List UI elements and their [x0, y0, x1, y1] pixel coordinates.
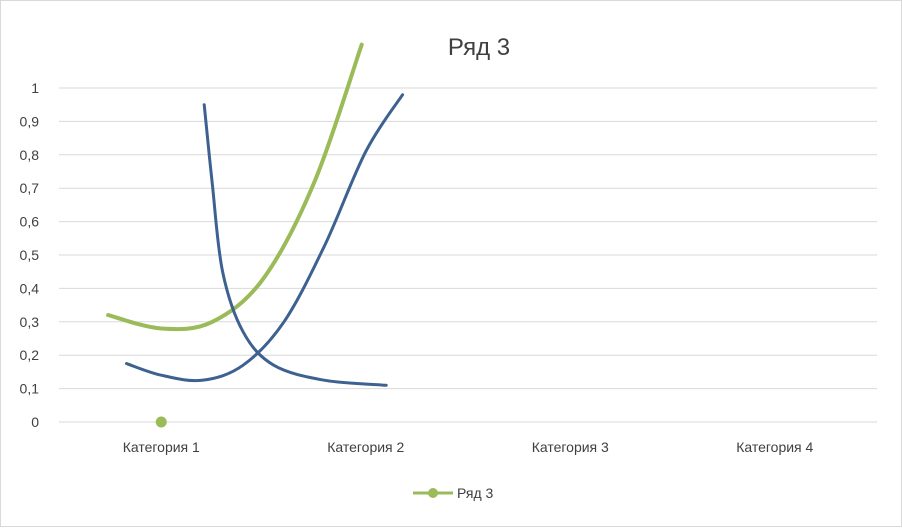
y-tick-label: 0,2: [20, 347, 40, 363]
curve-2: [202, 103, 388, 387]
y-tick-labels: 0 0,1 0,2 0,3 0,4 0,5 0,6 0,7 0,8 0,9 1: [20, 80, 40, 430]
data-point: [155, 416, 167, 428]
y-tick-label: 1: [31, 80, 39, 96]
x-tick-label: Категория 3: [532, 439, 609, 455]
legend: Ряд 3: [413, 485, 494, 501]
x-tick-labels: Категория 1 Категория 2 Категория 3 Категор…: [123, 439, 814, 455]
data-curves: [106, 42, 405, 387]
y-tick-label: 0,1: [20, 381, 40, 397]
grid-lines: [59, 87, 877, 423]
curve-1: [106, 42, 364, 332]
y-tick-label: 0,4: [20, 280, 40, 296]
legend-marker: [428, 488, 438, 498]
curve-3: [125, 93, 405, 383]
x-tick-label: Категория 2: [327, 439, 404, 455]
y-tick-label: 0,5: [20, 247, 40, 263]
y-tick-label: 0,6: [20, 214, 40, 230]
legend-label: Ряд 3: [457, 485, 494, 501]
chart-title: Ряд 3: [448, 34, 510, 61]
y-tick-label: 0: [31, 414, 39, 430]
data-markers: [155, 416, 167, 428]
y-tick-label: 0,8: [20, 147, 40, 163]
y-tick-label: 0,9: [20, 113, 40, 129]
x-tick-label: Категория 1: [123, 439, 200, 455]
x-tick-label: Категория 4: [736, 439, 813, 455]
y-tick-label: 0,3: [20, 314, 40, 330]
y-tick-label: 0,7: [20, 180, 40, 196]
